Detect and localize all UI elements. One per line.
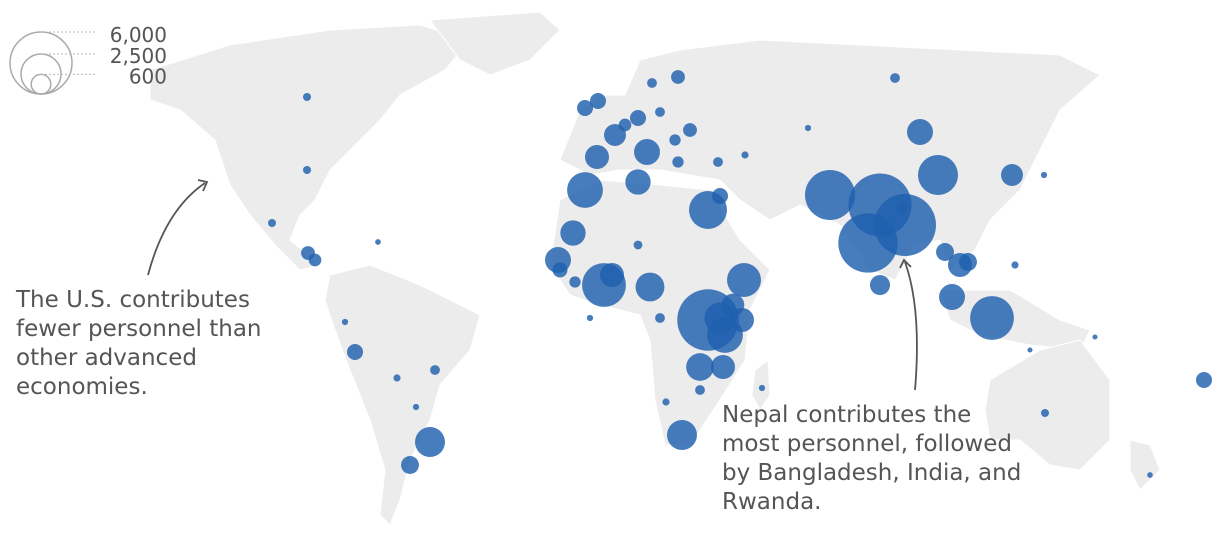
bubble	[560, 220, 586, 246]
bubble	[308, 253, 322, 267]
bubble	[569, 276, 581, 288]
legend-circle	[9, 31, 73, 95]
bubble	[267, 218, 277, 228]
arrow-head	[197, 179, 209, 192]
bubble	[302, 92, 312, 102]
bubble	[412, 403, 420, 411]
bubble	[1040, 408, 1050, 418]
bubble	[959, 253, 977, 271]
bubble	[552, 262, 568, 278]
bubble	[604, 124, 626, 146]
land	[149, 11, 1161, 526]
bubble	[741, 151, 749, 159]
bubble	[710, 354, 736, 380]
bubble	[302, 165, 312, 175]
bubble	[1027, 347, 1033, 353]
bubble	[727, 263, 761, 297]
bubble	[672, 156, 684, 168]
bubble	[713, 157, 723, 167]
bubble	[599, 262, 625, 288]
bubble	[375, 239, 381, 245]
annotation-line: The U.S. contributes	[15, 287, 250, 313]
bubble	[939, 284, 965, 310]
bubble	[1147, 472, 1153, 478]
bubble	[686, 353, 714, 381]
bubble	[869, 274, 891, 296]
annotation-line: fewer personnel than	[16, 316, 262, 342]
bubble	[711, 187, 729, 205]
bubble	[729, 307, 755, 333]
annotation-line: by Bangladesh, India, and	[722, 460, 1021, 486]
bubble	[629, 109, 647, 127]
bubbles	[267, 70, 1213, 478]
bubble	[683, 123, 697, 137]
bubble	[393, 374, 401, 382]
bubble	[346, 343, 364, 361]
bubble	[667, 420, 697, 450]
bubble	[758, 384, 766, 392]
annotations: The U.S. contributes fewer personnel than…	[15, 287, 1021, 515]
bubble	[655, 313, 665, 323]
arrow	[147, 182, 206, 276]
bubble	[936, 243, 954, 261]
bubble	[567, 172, 603, 208]
bubble	[635, 272, 665, 302]
bubble	[634, 139, 660, 165]
bubble	[618, 118, 632, 132]
arrow-head	[899, 258, 912, 269]
annotation-line: other advanced	[16, 345, 197, 371]
annotation-line: Nepal contributes the	[722, 402, 971, 428]
bubble	[671, 70, 685, 84]
bubble	[1195, 371, 1213, 389]
annotation-line: most personnel, followed	[722, 431, 1012, 457]
bubble	[917, 154, 959, 196]
bubble	[430, 365, 440, 375]
bubble	[669, 134, 681, 146]
legend-label: 6,000	[110, 23, 167, 47]
bubble	[655, 107, 665, 117]
bubble	[890, 73, 900, 83]
bubble	[970, 296, 1014, 340]
bubble	[576, 99, 594, 117]
bubble	[647, 78, 657, 88]
bubble	[838, 213, 898, 273]
bubble	[401, 456, 419, 474]
bubble	[907, 119, 933, 145]
bubble	[897, 203, 907, 213]
bubble	[415, 427, 445, 457]
legend-label: 2,500	[110, 44, 167, 68]
annotation-line: Rwanda.	[722, 489, 821, 515]
bubble	[804, 124, 812, 132]
arrow	[904, 261, 918, 391]
bubble	[625, 169, 651, 195]
legend-circle	[30, 73, 52, 95]
bubble	[1011, 261, 1019, 269]
bubble	[805, 170, 855, 220]
bubble	[586, 314, 594, 322]
annotation-line: economies.	[16, 374, 148, 400]
bubble	[1001, 164, 1023, 186]
bubble	[633, 240, 643, 250]
bubble	[589, 92, 607, 110]
bubble	[662, 398, 670, 406]
bubble	[1040, 171, 1048, 179]
bubble	[584, 144, 610, 170]
bubble	[341, 318, 349, 326]
bubble	[1092, 334, 1098, 340]
bubble	[695, 385, 705, 395]
legend-label: 600	[129, 64, 167, 88]
arrows	[147, 179, 918, 391]
